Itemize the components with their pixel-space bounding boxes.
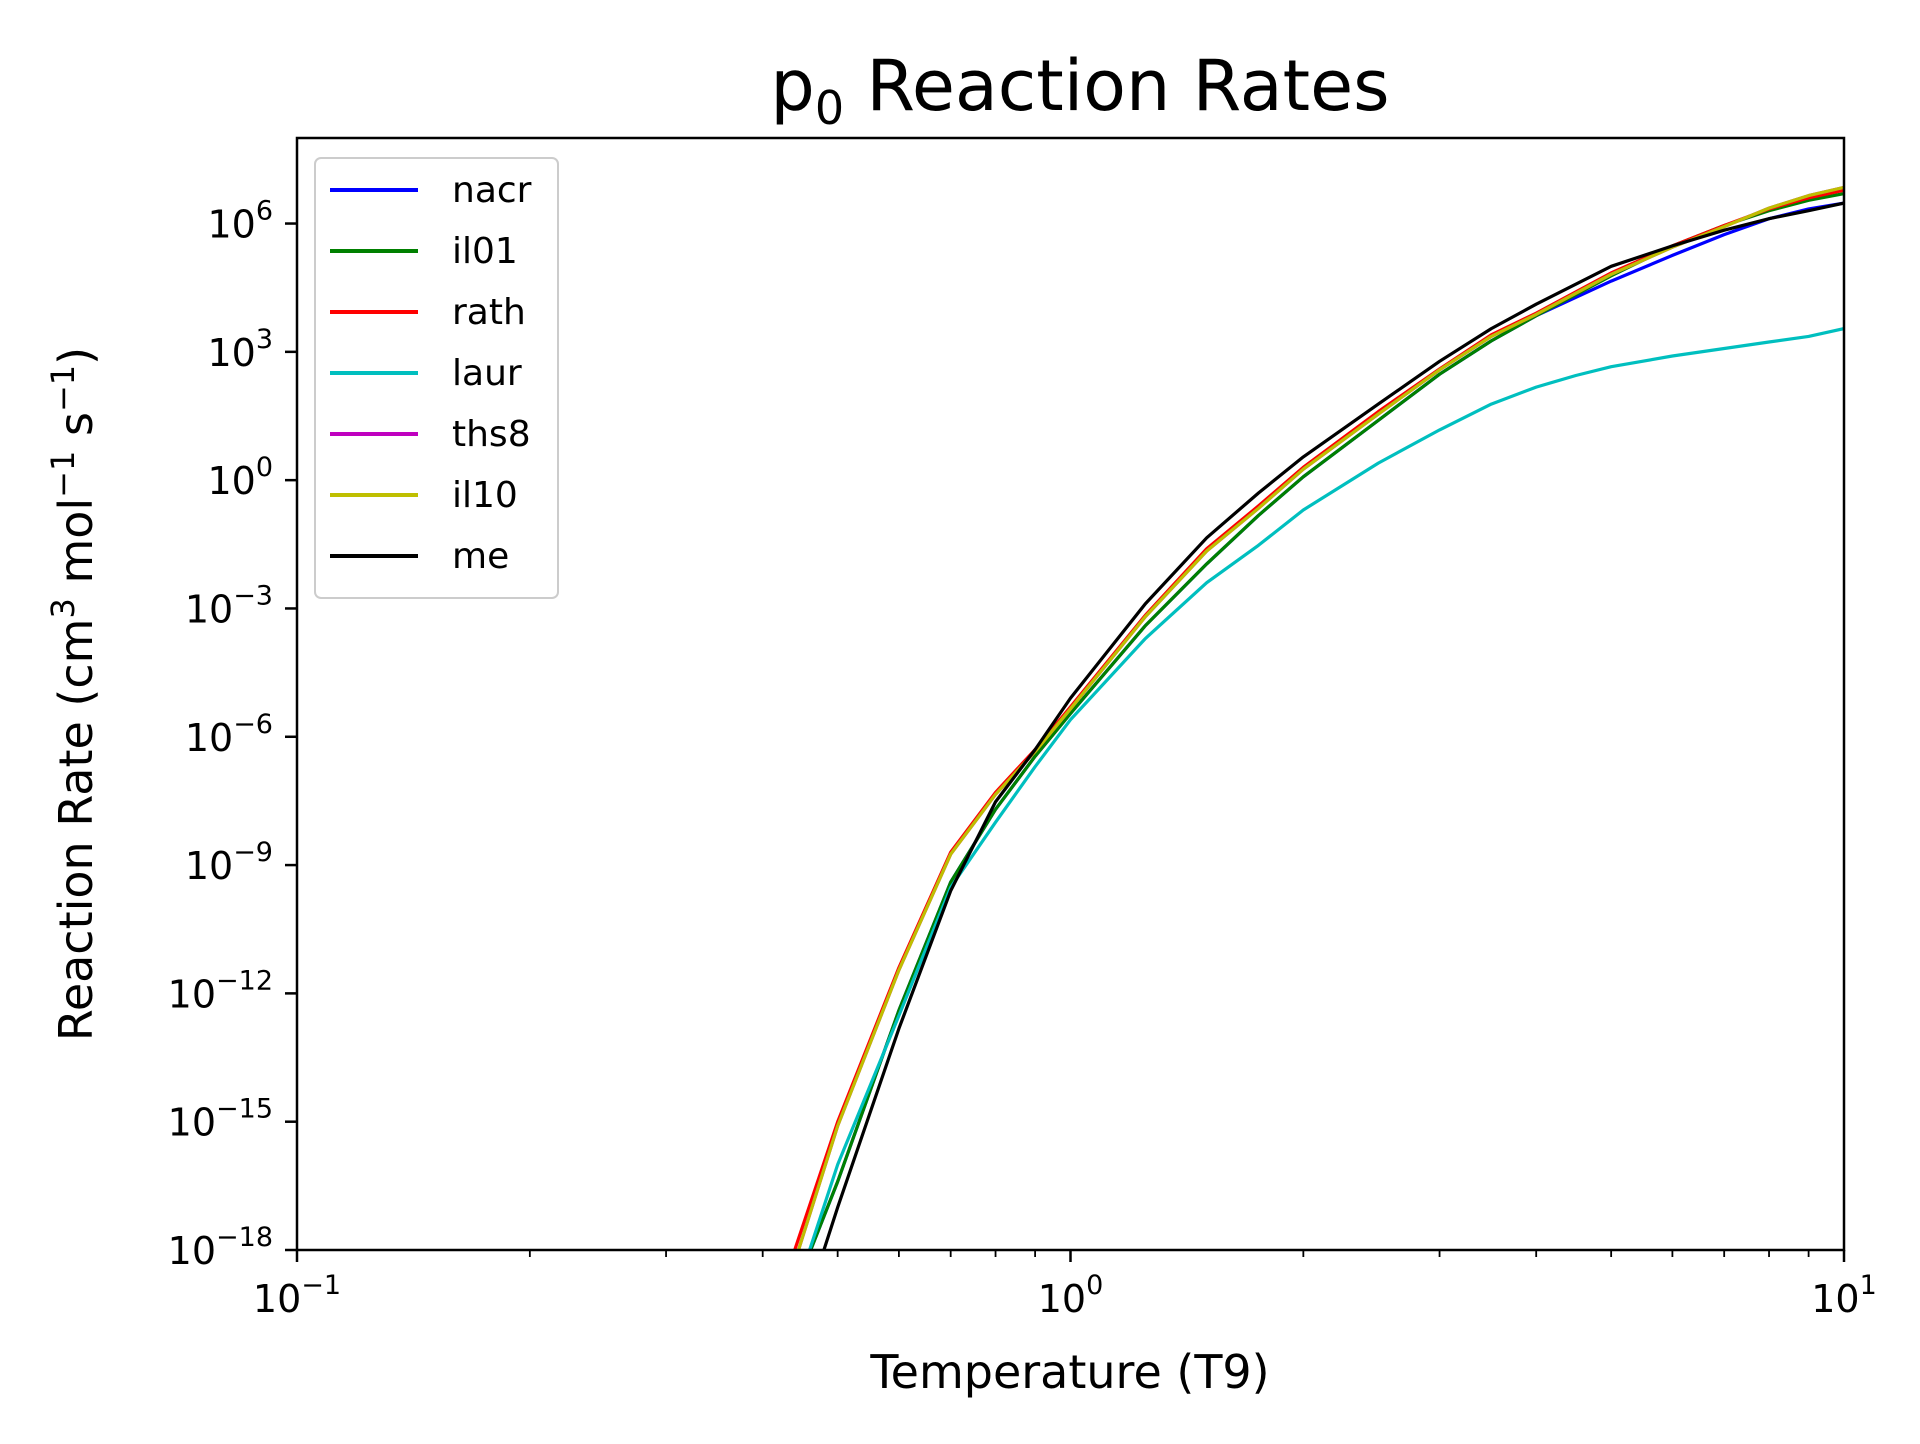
legend: nacr il01 rath laur ths8 il10 me <box>314 157 559 599</box>
y-tick-label: 10−18 <box>168 1222 273 1273</box>
x-axis-ticks: 10−1 100 101 <box>253 1250 1877 1321</box>
y-axis-label-sup: −1 <box>44 451 82 498</box>
y-axis-label-part: mol <box>49 498 103 598</box>
y-tick-label: 103 <box>207 324 273 375</box>
y-tick-label: 106 <box>207 196 273 247</box>
x-tick-label: 100 <box>1038 1270 1104 1321</box>
x-tick-label: 10−1 <box>253 1270 341 1321</box>
y-axis-ticks: 106 103 100 10−3 10−6 10−9 10−12 10−15 10−18 <box>168 196 297 1273</box>
chart-title-subscript: 0 <box>815 81 844 135</box>
legend-label-ths8: ths8 <box>452 414 531 455</box>
chart-title-rest: Reaction Rates <box>844 45 1390 127</box>
legend-label-me: me <box>452 536 509 577</box>
series-line-laur <box>808 327 1844 1250</box>
y-axis-label-sup: 3 <box>44 598 82 618</box>
x-tick-label: 101 <box>1811 1270 1877 1321</box>
legend-label-nacr: nacr <box>452 170 532 211</box>
legend-label-il01: il01 <box>452 231 518 272</box>
x-axis-label: Temperature (T9) <box>869 1345 1269 1399</box>
legend-label-rath: rath <box>452 292 526 333</box>
series-line-me <box>822 201 1844 1250</box>
chart-title-main: p <box>770 45 814 127</box>
y-axis-label-part: s <box>49 412 103 451</box>
legend-label-laur: laur <box>452 353 522 394</box>
y-axis-label-part: ) <box>49 347 103 365</box>
y-tick-label: 10−12 <box>168 965 273 1016</box>
series-layer <box>793 185 1844 1250</box>
series-line-il10 <box>796 185 1844 1250</box>
y-tick-label: 10−6 <box>185 709 273 760</box>
y-tick-label: 10−3 <box>185 580 273 631</box>
y-tick-label: 10−15 <box>168 1094 273 1145</box>
y-axis-label: Reaction Rate (cm3 mol−1 s−1) <box>44 347 103 1041</box>
y-tick-label: 100 <box>207 452 273 503</box>
chart-title: p0 Reaction Rates <box>770 45 1389 135</box>
legend-box <box>314 157 559 599</box>
y-axis-label-sup: −1 <box>44 365 82 412</box>
y-axis-label-part: Reaction Rate (cm <box>49 619 103 1042</box>
legend-label-il10: il10 <box>452 475 518 516</box>
y-tick-label: 10−9 <box>185 837 273 888</box>
plot-frame <box>295 136 1846 1252</box>
